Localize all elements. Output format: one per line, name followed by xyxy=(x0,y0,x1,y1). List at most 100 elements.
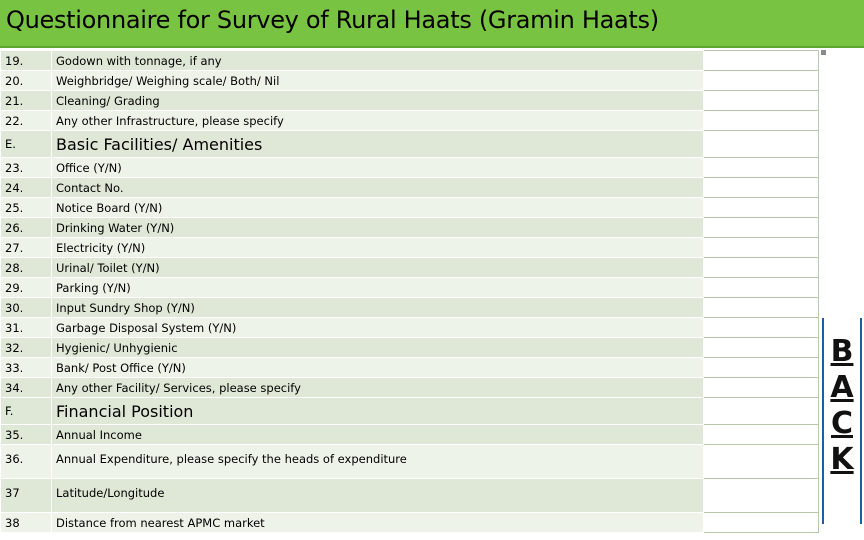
question-number: 32. xyxy=(0,337,52,358)
back-letter[interactable]: C xyxy=(830,406,854,441)
question-label: Annual Income xyxy=(51,424,704,445)
section-header-row: E. Basic Facilities/ Amenities xyxy=(0,130,819,158)
question-label: Annual Expenditure, please specify the h… xyxy=(51,444,704,479)
answer-cell[interactable] xyxy=(703,157,819,178)
question-number: 22. xyxy=(0,110,52,131)
answer-cell[interactable] xyxy=(703,424,819,445)
question-row: 20. Weighbridge/ Weighing scale/ Both/ Ni… xyxy=(0,70,819,91)
answer-cell[interactable] xyxy=(703,50,819,71)
answer-cell[interactable] xyxy=(703,397,819,425)
question-row: 37 Latitude/Longitude xyxy=(0,478,819,513)
question-number: 19. xyxy=(0,50,52,71)
question-row: 30. Input Sundry Shop (Y/N) xyxy=(0,297,819,318)
answer-cell[interactable] xyxy=(703,110,819,131)
question-label: Bank/ Post Office (Y/N) xyxy=(51,357,704,378)
question-row: 29. Parking (Y/N) xyxy=(0,277,819,298)
back-letter[interactable]: B xyxy=(830,334,854,369)
question-label: Any other Infrastructure, please specify xyxy=(51,110,704,131)
question-label: Urinal/ Toilet (Y/N) xyxy=(51,257,704,278)
question-number: 24. xyxy=(0,177,52,198)
question-number: F. xyxy=(0,397,52,425)
question-row: 24. Contact No. xyxy=(0,177,819,198)
question-number: 30. xyxy=(0,297,52,318)
section-header-row: F. Financial Position xyxy=(0,397,819,425)
question-number: 37 xyxy=(0,478,52,513)
question-number: E. xyxy=(0,130,52,158)
answer-cell[interactable] xyxy=(703,277,819,298)
question-row: 26. Drinking Water (Y/N) xyxy=(0,217,819,238)
answer-cell[interactable] xyxy=(703,130,819,158)
answer-cell[interactable] xyxy=(703,512,819,533)
question-number: 31. xyxy=(0,317,52,338)
answer-cell[interactable] xyxy=(703,297,819,318)
answer-cell[interactable] xyxy=(703,357,819,378)
question-number: 27. xyxy=(0,237,52,258)
question-label: Contact No. xyxy=(51,177,704,198)
question-row: 19. Godown with tonnage, if any xyxy=(0,50,819,71)
section-title-cell: Financial Position xyxy=(51,397,704,425)
question-number: 20. xyxy=(0,70,52,91)
question-label: Parking (Y/N) xyxy=(51,277,704,298)
answer-cell[interactable] xyxy=(703,337,819,358)
question-number: 36. xyxy=(0,444,52,479)
back-letter[interactable]: K xyxy=(830,442,854,477)
question-row: 25. Notice Board (Y/N) xyxy=(0,197,819,218)
question-row: 34. Any other Facility/ Services, please … xyxy=(0,377,819,398)
answer-cell[interactable] xyxy=(703,478,819,513)
question-row: 38 Distance from nearest APMC market xyxy=(0,512,819,533)
question-label: Any other Facility/ Services, please spe… xyxy=(51,377,704,398)
answer-cell[interactable] xyxy=(703,237,819,258)
question-label: Input Sundry Shop (Y/N) xyxy=(51,297,704,318)
question-row: 36. Annual Expenditure, please specify th… xyxy=(0,444,819,479)
question-label: Godown with tonnage, if any xyxy=(51,50,704,71)
question-label: Distance from nearest APMC market xyxy=(51,512,704,533)
answer-cell[interactable] xyxy=(703,197,819,218)
answer-cell[interactable] xyxy=(703,317,819,338)
question-label: Garbage Disposal System (Y/N) xyxy=(51,317,704,338)
question-number: 21. xyxy=(0,90,52,111)
question-number: 38 xyxy=(0,512,52,533)
question-number: 28. xyxy=(0,257,52,278)
title-bar: Questionnaire for Survey of Rural Haats … xyxy=(0,0,864,48)
question-number: 26. xyxy=(0,217,52,238)
question-row: 23. Office (Y/N) xyxy=(0,157,819,178)
answer-cell[interactable] xyxy=(703,70,819,91)
answer-cell[interactable] xyxy=(703,90,819,111)
question-label: Electricity (Y/N) xyxy=(51,237,704,258)
question-row: 28. Urinal/ Toilet (Y/N) xyxy=(0,257,819,278)
section-title-cell: Basic Facilities/ Amenities xyxy=(51,130,704,158)
question-number: 35. xyxy=(0,424,52,445)
question-label: Drinking Water (Y/N) xyxy=(51,217,704,238)
question-row: 33. Bank/ Post Office (Y/N) xyxy=(0,357,819,378)
logo-square xyxy=(821,50,826,55)
question-label: Hygienic/ Unhygienic xyxy=(51,337,704,358)
question-number: 33. xyxy=(0,357,52,378)
question-row: 31. Garbage Disposal System (Y/N) xyxy=(0,317,819,338)
back-letter[interactable]: A xyxy=(830,370,854,405)
question-row: 21. Cleaning/ Grading xyxy=(0,90,819,111)
question-number: 25. xyxy=(0,197,52,218)
question-label: Notice Board (Y/N) xyxy=(51,197,704,218)
question-row: 32. Hygienic/ Unhygienic xyxy=(0,337,819,358)
question-label: Latitude/Longitude xyxy=(51,478,704,513)
question-number: 34. xyxy=(0,377,52,398)
question-row: 22. Any other Infrastructure, please spec… xyxy=(0,110,819,131)
question-label: Cleaning/ Grading xyxy=(51,90,704,111)
section-title: Financial Position xyxy=(56,401,194,421)
answer-cell[interactable] xyxy=(703,257,819,278)
question-number: 29. xyxy=(0,277,52,298)
question-row: 35. Annual Income xyxy=(0,424,819,445)
title-bar-corner xyxy=(760,0,864,20)
question-label: Weighbridge/ Weighing scale/ Both/ Nil xyxy=(51,70,704,91)
section-title: Basic Facilities/ Amenities xyxy=(56,134,263,154)
answer-cell[interactable] xyxy=(703,444,819,479)
question-label: Office (Y/N) xyxy=(51,157,704,178)
questionnaire-table: 19. Godown with tonnage, if any 20. Weighbr… xyxy=(0,50,819,533)
logo-icon xyxy=(818,50,852,68)
questionnaire-rows: 19. Godown with tonnage, if any 20. Weighbr… xyxy=(0,50,819,533)
answer-cell[interactable] xyxy=(703,177,819,198)
page-title: Questionnaire for Survey of Rural Haats … xyxy=(6,6,659,34)
answer-cell[interactable] xyxy=(703,377,819,398)
answer-cell[interactable] xyxy=(703,217,819,238)
